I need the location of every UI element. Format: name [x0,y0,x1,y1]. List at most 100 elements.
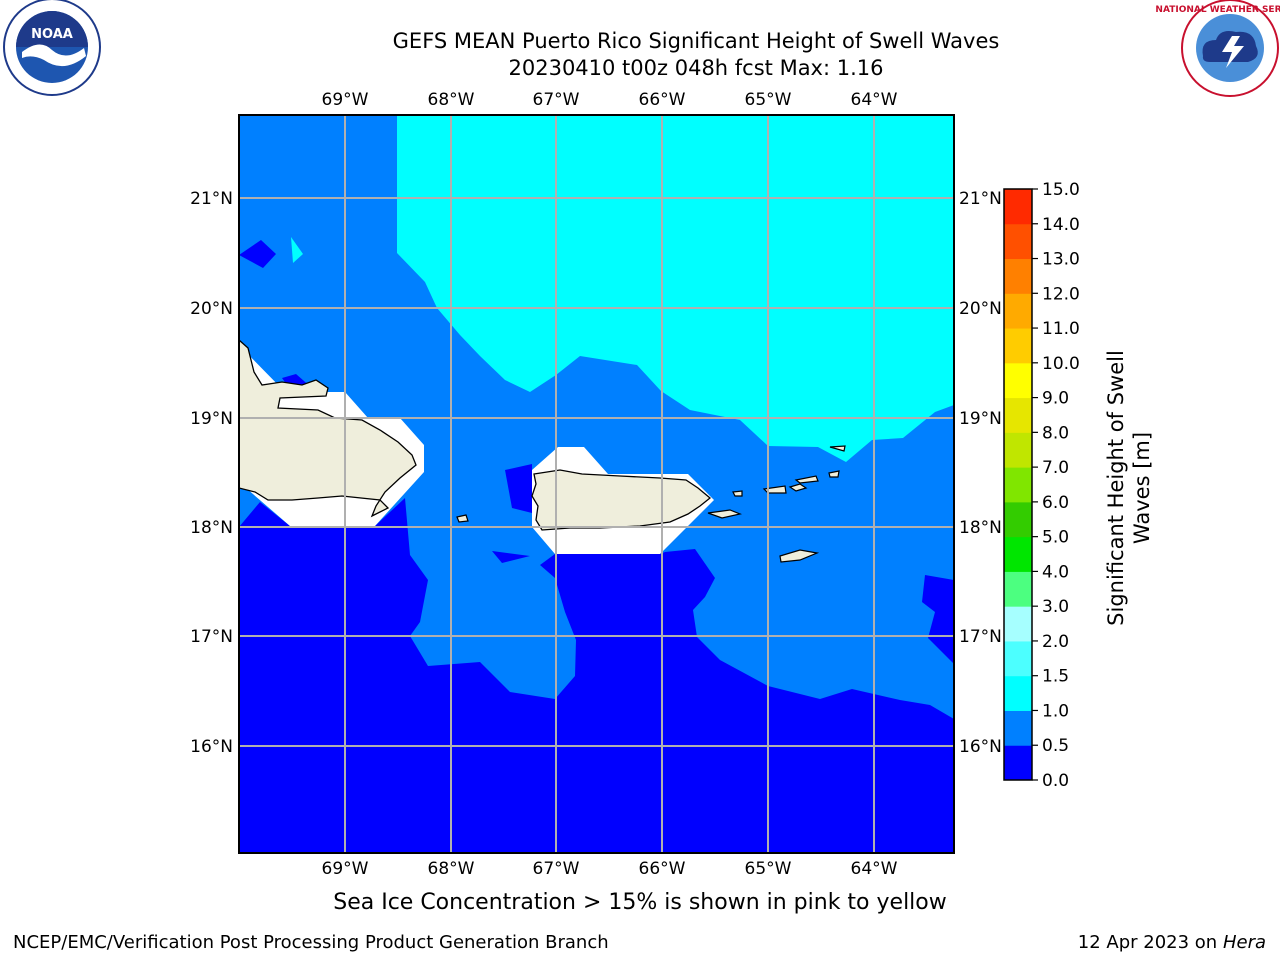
colorbar-tick-label: 11.0 [1042,319,1080,339]
footer-date-text: 12 Apr 2023 on [1077,932,1223,953]
lat-label: 17°N [959,627,1002,647]
lon-label: 64°W [851,859,898,879]
map-plot-area [239,115,954,853]
colorbar-tick-label: 1.0 [1042,701,1069,721]
colorbar [1003,188,1033,781]
map-title: GEFS MEAN Puerto Rico Significant Height… [392,29,1000,53]
lon-label: 67°W [533,859,580,879]
swell-band-0-0 [239,498,954,853]
lat-label: 18°N [959,518,1002,538]
swell-patch-south [492,551,530,563]
colorbar-segment [1004,223,1032,260]
lat-label: 21°N [190,189,233,209]
lat-label: 16°N [959,737,1002,757]
lat-label: 17°N [190,627,233,647]
lon-label: 67°W [533,90,580,110]
colorbar-tick-label: 0.0 [1042,771,1069,791]
sea-ice-note: Sea Ice Concentration > 15% is shown in … [333,890,947,915]
colorbar-segment [1004,710,1032,746]
lon-label: 69°W [322,859,369,879]
colorbar-segment [1004,189,1032,225]
lat-label: 21°N [959,189,1002,209]
colorbar-frame [1003,188,1033,781]
colorbar-tick-label: 8.0 [1042,423,1069,443]
island-tortola [794,475,819,484]
colorbar-tick-label: 15.0 [1042,180,1080,200]
swell-band-1-0 [397,115,954,462]
colorbar-segment [1004,362,1032,399]
island-st-john [788,483,808,492]
island-anegada [828,470,840,478]
lat-labels-right: 21°N 20°N 19°N 18°N 17°N 16°N [959,189,1002,757]
land-puerto-rico [531,469,712,531]
colorbar-segment [1004,571,1032,607]
noaa-logo-text: NOAA [31,27,73,42]
colorbar-tick-label: 5.0 [1042,528,1069,548]
island-sombrero [829,445,846,452]
colorbar-segment [1004,397,1032,433]
lat-label: 18°N [190,518,233,538]
colorbar-tick-label: 9.0 [1042,389,1069,409]
colorbar-tick-label: 10.0 [1042,354,1080,374]
island-st-thomas [762,485,787,494]
colorbar-tick-label: 13.0 [1042,250,1080,270]
lon-label: 65°W [745,90,792,110]
colorbar-tick-label: 7.0 [1042,458,1069,478]
footer-credit: NCEP/EMC/Verification Post Processing Pr… [13,932,609,953]
map-subtitle: 20230410 t00z 048h fcst Max: 1.16 [508,56,884,80]
colorbar-segment [1004,606,1032,642]
island-mona [456,514,469,523]
colorbar-tick-label: 4.0 [1042,562,1069,582]
colorbar-tick-label: 0.5 [1042,736,1069,756]
lat-label: 20°N [190,299,233,319]
colorbar-segment [1004,258,1032,294]
graticule [239,115,954,853]
footer-host: Hera [1222,932,1266,953]
swell-patch-cyan [291,237,303,263]
lon-label: 69°W [322,90,369,110]
lat-labels-left: 21°N 20°N 19°N 18°N 17°N 16°N [190,189,233,757]
lat-label: 20°N [959,299,1002,319]
colorbar-segment [1004,467,1032,503]
lat-label: 19°N [190,409,233,429]
lon-label: 66°W [639,859,686,879]
colorbar-tick-label: 14.0 [1042,215,1080,235]
colorbar-segment [1004,328,1032,364]
lat-label: 19°N [959,409,1002,429]
colorbar-segment [1004,501,1032,538]
lon-label: 65°W [745,859,792,879]
swell-patch-west [239,240,276,268]
colorbar-segment [1004,432,1032,468]
colorbar-tick-label: 12.0 [1042,284,1080,304]
lon-labels-bottom: 69°W 68°W 67°W 66°W 65°W 64°W [322,859,898,879]
island-st-croix [779,549,820,563]
colorbar-segment [1004,293,1032,329]
colorbar-segment [1004,640,1032,677]
lon-labels-top: 69°W 68°W 67°W 66°W 65°W 64°W [322,90,898,110]
nws-logo: NATIONAL WEATHER SERVICE [1155,0,1280,97]
colorbar-segment [1004,536,1032,572]
colorbar-label: Significant Height of Swell Waves [m] [1104,350,1154,626]
swell-patch-mona [505,464,532,513]
map-frame [238,114,955,854]
colorbar-tick-label: 6.0 [1042,493,1069,513]
lat-label: 16°N [190,737,233,757]
colorbar-tick-label: 2.0 [1042,632,1069,652]
lon-label: 68°W [428,90,475,110]
lon-label: 68°W [428,859,475,879]
nws-logo-text: NATIONAL WEATHER SERVICE [1155,5,1280,15]
island-culebra [732,490,743,497]
lon-label: 64°W [851,90,898,110]
colorbar-tick-label: 3.0 [1042,597,1069,617]
colorbar-tick-label: 1.5 [1042,667,1069,687]
colorbar-segment [1004,675,1032,711]
lon-label: 66°W [639,90,686,110]
land-hispaniola [239,339,417,518]
noaa-logo: NOAA [3,0,101,96]
island-vieques [707,509,743,519]
footer-date: 12 Apr 2023 on Hera [1078,932,1266,953]
swell-patch-east [922,575,954,664]
colorbar-ticks: 15.0 14.0 13.0 12.0 11.0 10.0 9.0 8.0 7.0 6.0 5.0 4… [1032,180,1080,791]
colorbar-segment [1004,745,1032,781]
